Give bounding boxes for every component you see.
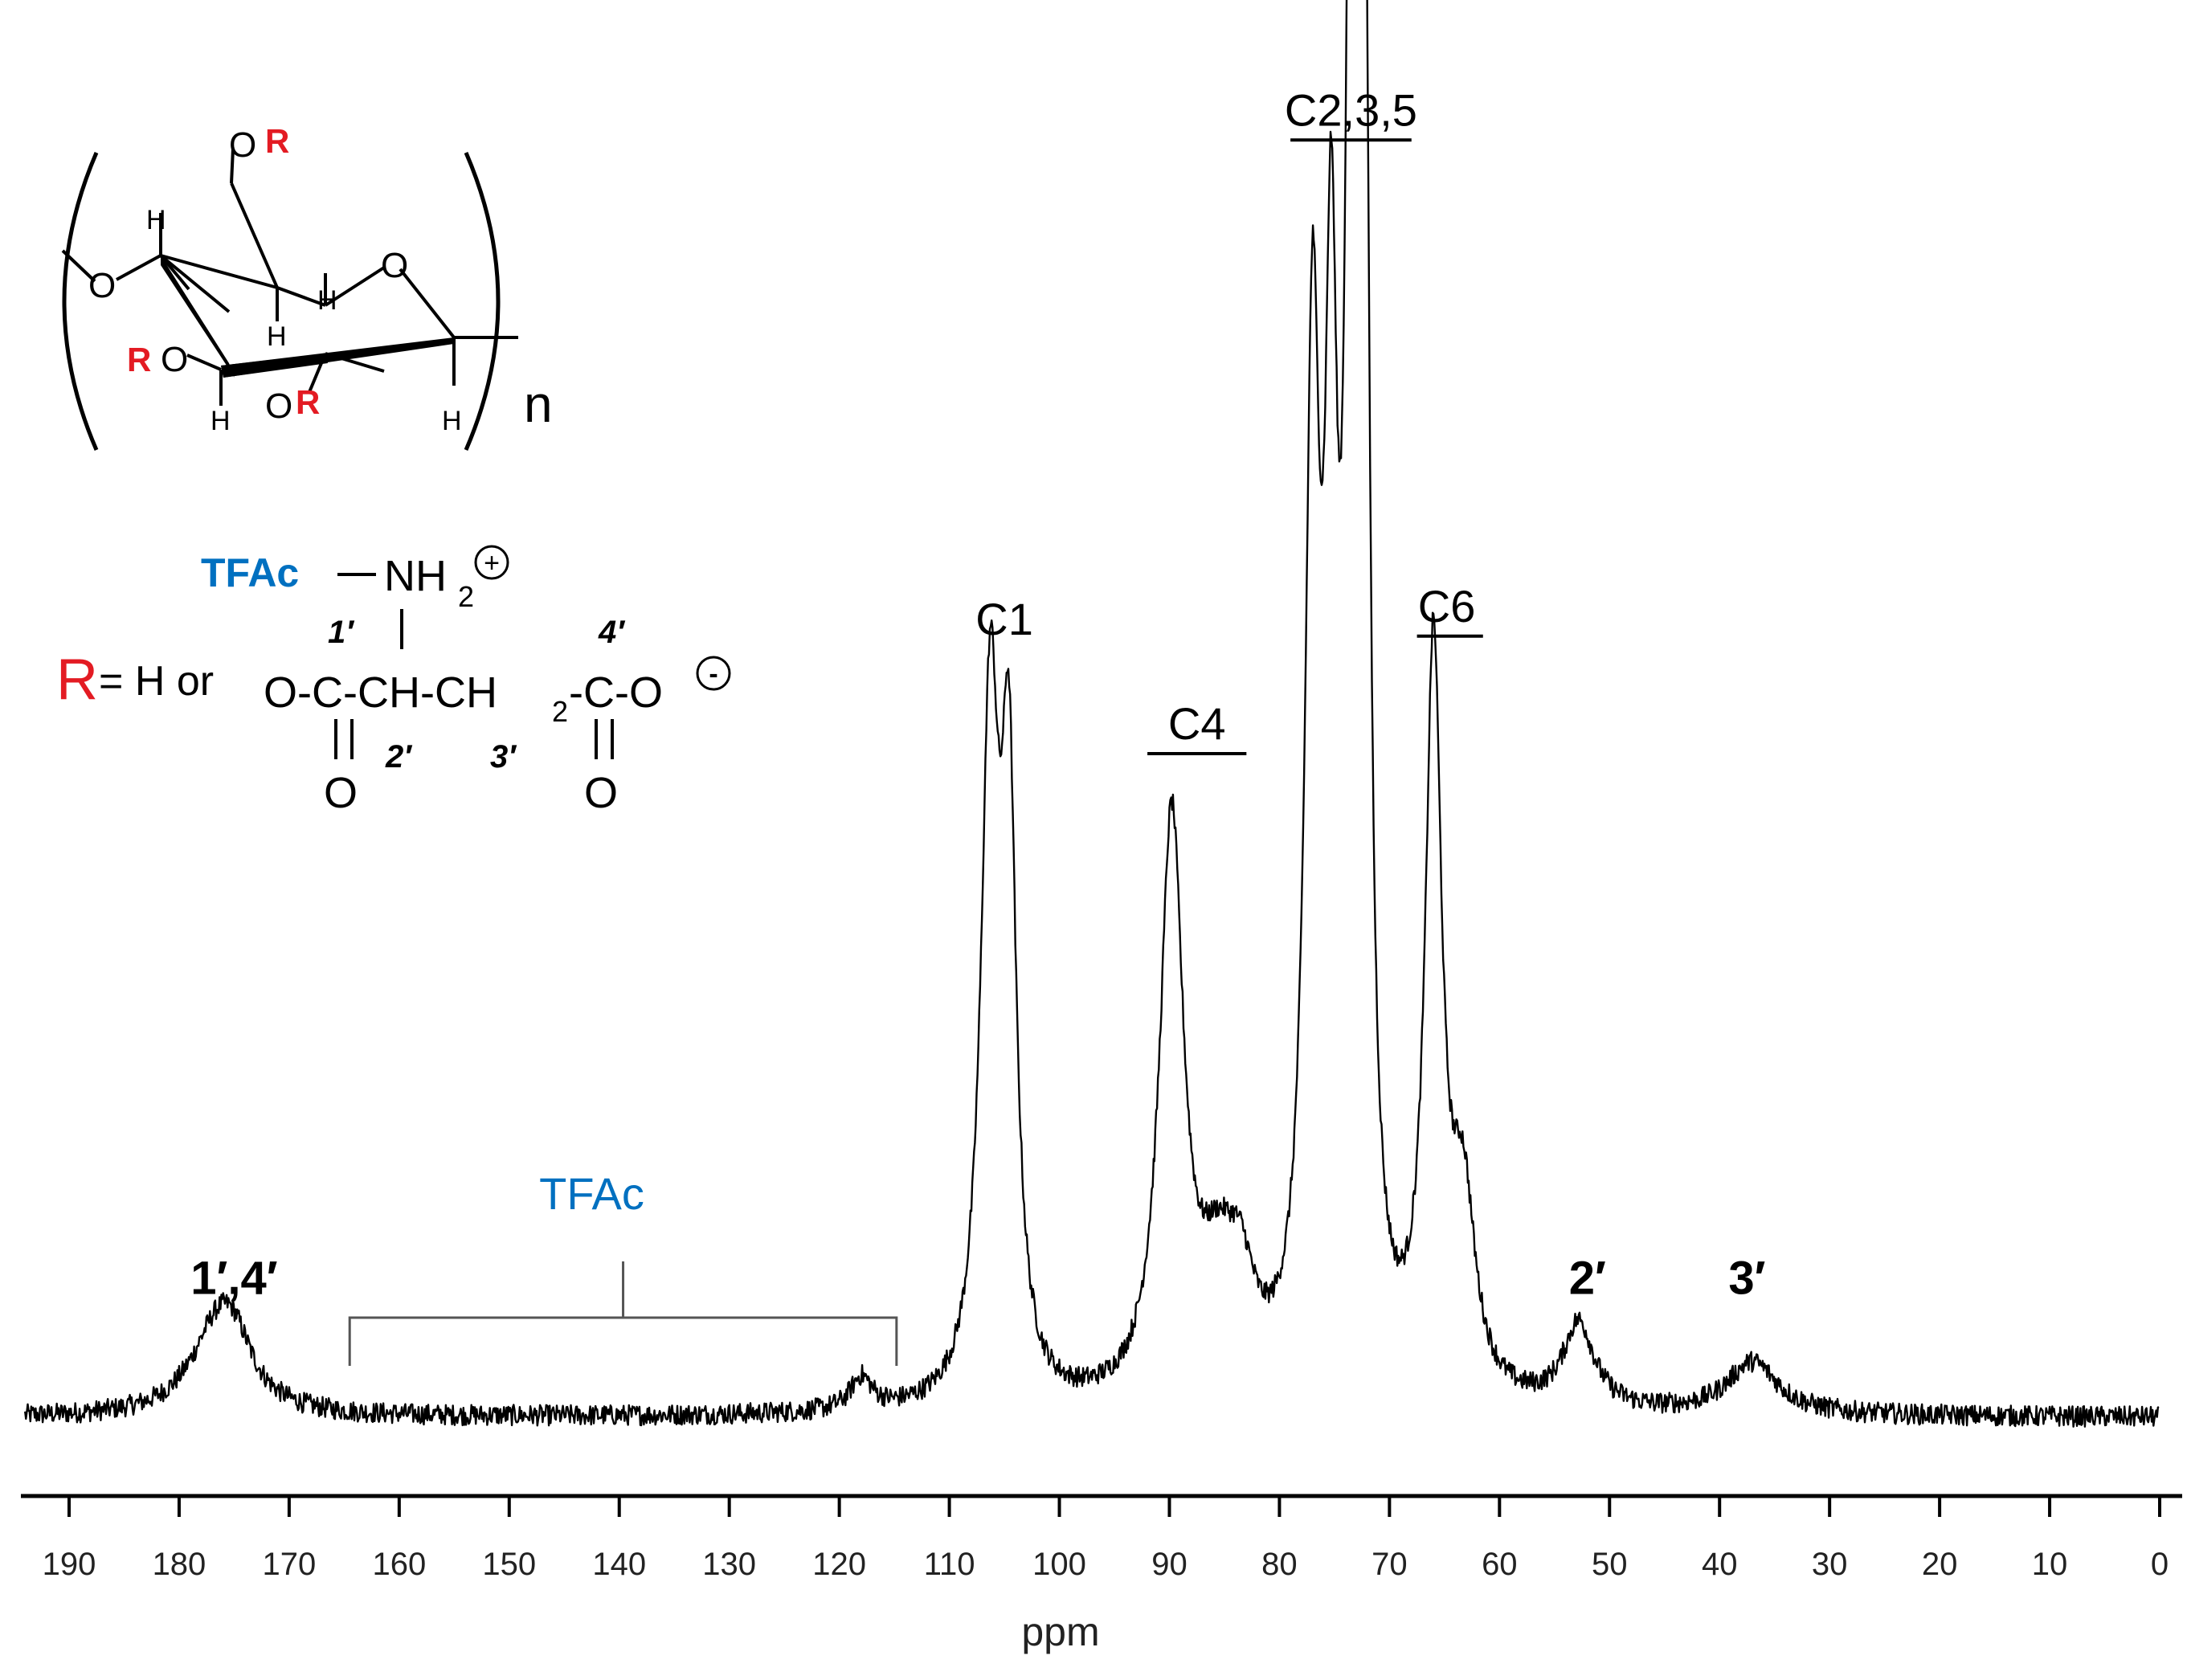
c1-carbonyl-o: O: [324, 769, 358, 817]
tfac-bracket: [348, 1261, 898, 1366]
peak-label: 2′: [1569, 1253, 1606, 1305]
x-tick-label: 90: [1151, 1547, 1188, 1582]
x-axis: 190 180 170 160 150 140 130 120 110 100 90 80 70 60 50…: [21, 1494, 2182, 1654]
spectrum-series: [24, 0, 2160, 1428]
c4-carbonyl-o: O: [584, 769, 618, 817]
o-c2-label: O: [265, 386, 292, 426]
plus-charge-circle: [474, 545, 509, 580]
peak-label: C2,3,5: [1285, 84, 1417, 135]
o-ring-label: O: [381, 246, 408, 285]
label-2prime: 2′: [385, 739, 413, 775]
x-tick-label: 30: [1812, 1547, 1848, 1582]
peak-label: C4: [1168, 698, 1226, 749]
peak-label: 3′: [1728, 1253, 1765, 1305]
cellulose-structure: n O: [56, 122, 731, 817]
h-c3-label: H: [211, 406, 231, 436]
x-tick-label: 180: [153, 1547, 206, 1582]
r-definition: TFAc NH 2 + R = H or 1′ 4′ O-C-CH-CH 2 -…: [56, 545, 731, 817]
nh2-subscript: 2: [458, 580, 474, 613]
left-parenthesis: [62, 152, 99, 451]
h-c2-label: H: [317, 285, 337, 316]
x-tick-label: 80: [1261, 1547, 1298, 1582]
x-tick-label: 130: [702, 1547, 756, 1582]
peak-annotations: C1 C4 C2,3,5 C6 1′,4′ 2′ 3′ TFAc: [190, 84, 1766, 1366]
r-def-r: R: [56, 648, 98, 712]
x-tick-label: 140: [592, 1547, 646, 1582]
tfac-label: TFAc: [201, 550, 299, 595]
x-tick-label: 170: [263, 1547, 317, 1582]
right-parenthesis: [464, 152, 501, 451]
label-1prime: 1′: [328, 615, 355, 650]
x-axis-ticks: 190 180 170 160 150 140 130 120 110 100 90 80 70 60 50…: [43, 1496, 2169, 1582]
r-def-eq: = H or: [99, 658, 214, 705]
x-tick-label: 60: [1482, 1547, 1518, 1582]
peak-label: TFAc: [539, 1168, 644, 1219]
label-4prime: 4′: [598, 615, 626, 650]
peak-label: C1: [975, 594, 1033, 644]
x-axis-title: ppm: [1021, 1609, 1099, 1654]
x-tick-label: 120: [812, 1547, 866, 1582]
x-tick-label: 190: [43, 1547, 96, 1582]
pyranose-ring: [61, 148, 518, 406]
r-c2-label: R: [296, 383, 320, 421]
x-tick-label: 50: [1592, 1547, 1628, 1582]
h-c4-label: H: [146, 205, 166, 235]
label-3prime: 3′: [490, 739, 517, 775]
x-tick-label: 0: [2151, 1547, 2169, 1582]
x-tick-label: 150: [482, 1547, 536, 1582]
chain-subscript: 2: [552, 695, 568, 728]
chain-b: -C-O: [569, 668, 663, 717]
r-c6-label: R: [265, 122, 289, 160]
o-glycosidic-label: O: [88, 266, 116, 305]
x-tick-label: 70: [1371, 1547, 1408, 1582]
x-tick-label: 160: [372, 1547, 426, 1582]
minus-charge-circle: [696, 656, 731, 691]
x-tick-label: 100: [1032, 1547, 1086, 1582]
peak-label: 1′,4′: [190, 1253, 277, 1305]
ring-front-bonds: [161, 255, 454, 378]
peak-label: C6: [1418, 581, 1476, 632]
minus-charge: -: [709, 659, 717, 689]
spectrum-line: [24, 0, 2160, 1428]
chain-a: O-C-CH-CH: [264, 668, 497, 717]
x-tick-label: 40: [1702, 1547, 1738, 1582]
x-tick-label: 20: [1922, 1547, 1958, 1582]
o-c6-label: O: [229, 125, 256, 165]
h-c5-label: H: [267, 321, 287, 352]
nh2-label: NH: [384, 552, 447, 600]
x-tick-label: 10: [2032, 1547, 2068, 1582]
repeat-n: n: [524, 375, 553, 433]
h-c1-label: H: [442, 406, 462, 436]
o-c3-label: O: [161, 340, 188, 379]
plus-charge: +: [484, 548, 500, 578]
x-tick-label: 110: [924, 1547, 975, 1582]
r-c3-label: R: [127, 341, 151, 378]
